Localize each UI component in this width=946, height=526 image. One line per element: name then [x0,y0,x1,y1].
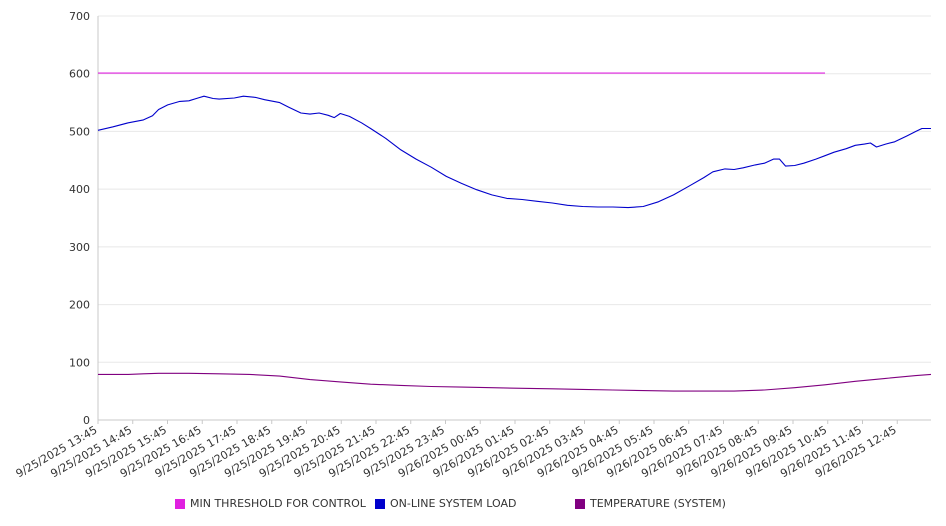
y-tick-labels: 0 100 200 300 400 500 600 700 [69,10,90,427]
x-tick-labels: 9/25/2025 13:459/25/2025 14:459/25/2025 … [14,423,899,480]
legend-item-temperature[interactable]: TEMPERATURE (SYSTEM) [575,497,726,510]
y-tick-label: 300 [69,241,90,254]
legend-label-min-threshold: MIN THRESHOLD FOR CONTROL [190,497,366,510]
y-tick-label: 600 [69,68,90,81]
y-tick-label: 700 [69,10,90,23]
y-tick-label: 500 [69,125,90,138]
legend-label-temperature: TEMPERATURE (SYSTEM) [590,497,726,510]
grid [98,15,931,421]
y-tick-label: 200 [69,299,90,312]
series-line-temperature [98,372,932,392]
series-lines [97,72,932,392]
legend: MIN THRESHOLD FOR CONTROL ON-LINE SYSTEM… [0,497,946,515]
y-tick-label: 100 [69,356,90,369]
legend-item-min-threshold[interactable]: MIN THRESHOLD FOR CONTROL [175,497,366,510]
legend-item-online-system-load[interactable]: ON-LINE SYSTEM LOAD [375,497,516,510]
y-tick-label: 400 [69,183,90,196]
y-tick-label: 0 [83,414,90,427]
legend-label-online-system-load: ON-LINE SYSTEM LOAD [390,497,517,510]
legend-swatch-temperature [575,498,585,509]
series-line-online-system-load [97,95,931,209]
axes [97,16,931,424]
legend-swatch-min-threshold [175,498,185,509]
legend-swatch-online-system-load [375,498,385,509]
